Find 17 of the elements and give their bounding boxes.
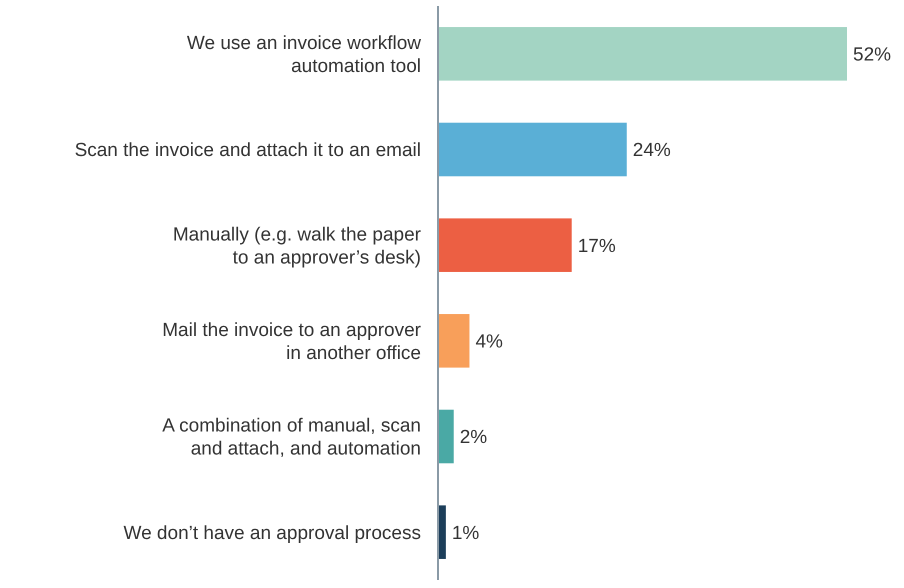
data-label: 24% bbox=[632, 140, 671, 162]
bar bbox=[438, 314, 470, 368]
bar bbox=[438, 122, 627, 176]
data-label: 4% bbox=[475, 331, 504, 352]
bar bbox=[438, 218, 572, 272]
y-tick-label: We use an invoice workflow automation tool bbox=[186, 32, 422, 77]
data-label: 2% bbox=[460, 427, 488, 448]
data-label: 1% bbox=[452, 522, 480, 544]
y-tick-label: A combination of manual, scan and attach, and automation bbox=[162, 416, 421, 460]
bar bbox=[438, 410, 454, 464]
y-tick-label: Scan the invoice and attach it to an email bbox=[74, 140, 421, 162]
data-label: 52% bbox=[853, 44, 892, 66]
y-tick-label: We don’t have an approval process bbox=[124, 522, 421, 544]
y-tick-label: Mail the invoice to an approver in another office bbox=[162, 320, 422, 364]
data-label: 17% bbox=[578, 236, 616, 257]
y-tick-label: Manually (e.g. walk the paper to an approver’s desk) bbox=[172, 224, 422, 268]
bar bbox=[438, 27, 847, 81]
